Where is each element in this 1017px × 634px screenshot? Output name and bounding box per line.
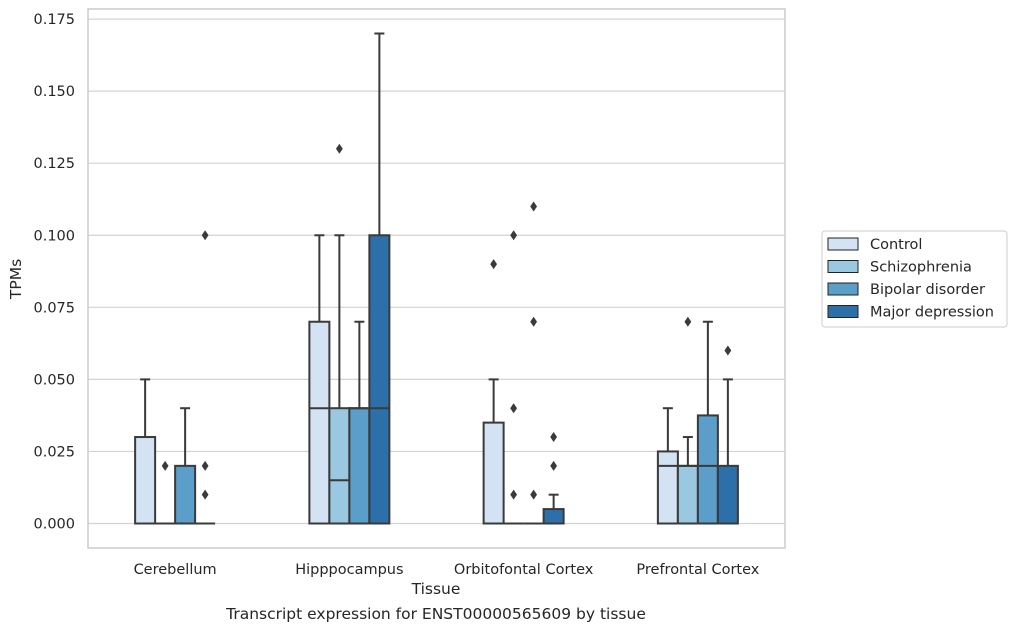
box-body	[174, 464, 197, 525]
y-tick-label: 0.025	[33, 444, 75, 460]
y-tick-label: 0.050	[33, 372, 75, 388]
outlier-point	[510, 489, 518, 500]
box-body	[328, 407, 351, 525]
legend-frame	[821, 230, 1008, 328]
outlier-point	[335, 143, 343, 154]
outlier-point	[201, 230, 209, 241]
outlier-point	[724, 345, 732, 356]
box-body	[656, 450, 679, 525]
legend-label: Bipolar disorder	[870, 282, 985, 298]
box-schizophrenia	[328, 143, 351, 525]
x-axis-title: Tissue	[411, 580, 461, 598]
outlier-point	[684, 316, 692, 327]
outlier-point	[161, 460, 169, 471]
box-body	[482, 421, 505, 525]
box-control	[134, 378, 157, 525]
box-bipolar-disorder	[696, 320, 719, 525]
grid-lines	[88, 18, 785, 525]
y-axis-title: TPMs	[7, 259, 25, 300]
legend-label: Schizophrenia	[870, 260, 972, 276]
y-tick-label: 0.100	[33, 228, 75, 244]
legend: Control Schizophrenia Bipolar disorder Majo…	[821, 230, 1008, 328]
box-body	[542, 508, 565, 525]
y-tick-labels: 0.000 0.025 0.050 0.075 0.100 0.125 0.150 0.175	[33, 12, 75, 532]
legend-label: Major depression	[870, 305, 994, 321]
box-body	[308, 320, 331, 525]
y-tick-label: 0.175	[33, 12, 75, 28]
chart-caption: Transcript expression for ENST0000056560…	[226, 605, 646, 623]
box-bipolar-disorder	[348, 320, 371, 525]
box-body	[348, 407, 371, 525]
x-tick-label: Cerebellum	[134, 562, 217, 578]
boxes	[134, 32, 739, 525]
outlier-point	[201, 489, 209, 500]
outlier-point	[510, 230, 518, 241]
box-body	[676, 464, 699, 525]
outlier-point	[530, 489, 538, 500]
box-schizophrenia	[676, 316, 699, 525]
box-schizophrenia	[155, 460, 176, 525]
plot-frame	[87, 8, 786, 549]
box-major-depression	[542, 432, 565, 525]
outlier-point	[530, 201, 538, 212]
box-body	[696, 414, 719, 525]
outlier-point	[201, 460, 209, 471]
outlier-point	[530, 316, 538, 327]
x-tick-label: Hipppocampus	[295, 562, 403, 578]
outlier-point	[510, 403, 518, 414]
box-bipolar-disorder	[174, 407, 197, 525]
y-tick-label: 0.125	[33, 156, 75, 172]
box-control	[482, 259, 505, 525]
outlier-point	[550, 460, 558, 471]
box-body	[368, 234, 391, 525]
legend-label: Control	[870, 237, 922, 253]
box-major-depression	[368, 32, 391, 525]
y-tick-label: 0.000	[33, 517, 75, 533]
box-body	[134, 436, 157, 525]
y-tick-label: 0.150	[33, 84, 75, 100]
x-tick-label: Prefrontal Cortex	[636, 562, 759, 578]
box-body	[716, 464, 739, 525]
x-tick-label: Orbitofontal Cortex	[454, 562, 594, 578]
box-schizophrenia	[503, 230, 524, 525]
legend-swatch	[827, 237, 859, 251]
legend-swatch	[827, 282, 859, 296]
box-control	[308, 234, 331, 525]
legend-swatch	[827, 305, 859, 318]
box-bipolar-disorder	[523, 201, 544, 525]
legend-swatch	[827, 260, 859, 273]
outlier-point	[550, 432, 558, 443]
y-tick-label: 0.075	[33, 300, 75, 316]
box-control	[656, 407, 679, 525]
box-major-depression	[195, 230, 216, 525]
box-major-depression	[716, 345, 739, 525]
outlier-point	[490, 259, 498, 270]
x-tick-labels: Cerebellum Hipppocampus Orbitofontal Corte…	[134, 562, 760, 578]
